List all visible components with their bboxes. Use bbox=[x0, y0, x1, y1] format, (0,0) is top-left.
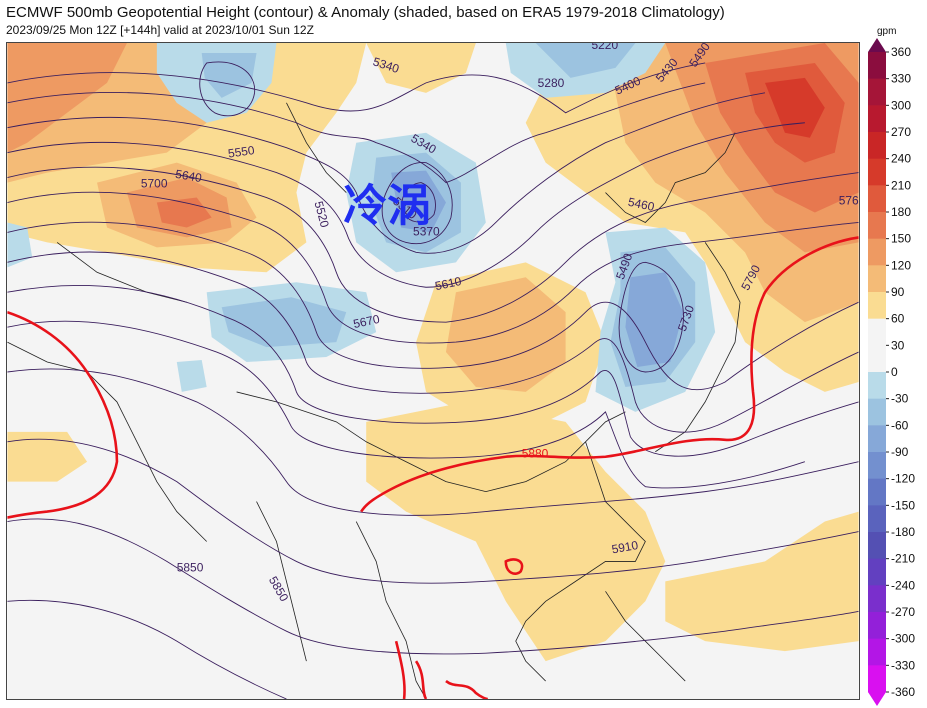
cold-vortex-annotation: 冷涡 bbox=[343, 180, 431, 231]
colorbar-tick-label: 210 bbox=[891, 178, 911, 192]
contour-label: 5280 bbox=[538, 76, 565, 90]
colorbar-tick-label: -240 bbox=[891, 578, 915, 592]
colorbar-segment bbox=[868, 105, 886, 133]
colorbar-tick-label: -300 bbox=[891, 632, 915, 646]
colorbar-tick-label: 180 bbox=[891, 205, 911, 219]
contour-label: 5640 bbox=[174, 167, 203, 185]
colorbar-tick-label: -30 bbox=[891, 392, 909, 406]
colorbar-segment bbox=[868, 452, 886, 480]
colorbar-segment bbox=[868, 345, 886, 373]
colorbar-segment bbox=[868, 185, 886, 213]
colorbar-segment bbox=[868, 478, 886, 506]
weather-map: 5340 5280 5220 5400 5430 5490 5550 5640 … bbox=[6, 42, 860, 700]
colorbar-segment bbox=[868, 398, 886, 426]
colorbar-tick-label: 270 bbox=[891, 125, 911, 139]
colorbar-tick-label: -210 bbox=[891, 552, 915, 566]
contour-label: 5850 bbox=[177, 560, 204, 574]
colorbar-tick-label: 300 bbox=[891, 98, 911, 112]
colorbar-tick-label: 60 bbox=[891, 312, 905, 326]
colorbar-segment bbox=[868, 532, 886, 560]
colorbar-segment bbox=[868, 585, 886, 613]
contour-label-5880: 5880 bbox=[522, 447, 549, 461]
colorbar-segment bbox=[868, 372, 886, 400]
colorbar-tick-label: -60 bbox=[891, 418, 909, 432]
colorbar-extend-max bbox=[868, 38, 886, 52]
map-subtitle: 2023/09/25 Mon 12Z [+144h] valid at 2023… bbox=[6, 23, 314, 37]
colorbar-tick-label: -90 bbox=[891, 445, 909, 459]
colorbar-segment bbox=[868, 318, 886, 346]
colorbar-segment bbox=[868, 425, 886, 453]
colorbar-segment bbox=[868, 265, 886, 293]
colorbar-tick-label: -270 bbox=[891, 605, 915, 619]
colorbar-tick-label: 120 bbox=[891, 258, 911, 272]
colorbar-segment bbox=[868, 665, 886, 693]
colorbar-segment bbox=[868, 612, 886, 640]
contour-5880 bbox=[7, 236, 859, 699]
colorbar-segment bbox=[868, 558, 886, 586]
colorbar-tick-label: -180 bbox=[891, 525, 915, 539]
contour-label: 576 bbox=[839, 194, 859, 208]
colorbar-tick-label: -150 bbox=[891, 498, 915, 512]
contour-label: 5460 bbox=[627, 195, 656, 214]
contour-label: 5220 bbox=[592, 42, 619, 52]
colorbar-tick-label: 0 bbox=[891, 365, 898, 379]
contour-label: 5370 bbox=[413, 224, 440, 238]
contour-label: 5910 bbox=[611, 538, 640, 556]
contour-label: 5670 bbox=[352, 312, 381, 331]
colorbar-segment bbox=[868, 158, 886, 186]
contour-label: 5700 bbox=[141, 177, 168, 191]
colorbar-tick-label: 360 bbox=[891, 45, 911, 59]
anomaly-colorbar: 3603303002702402101801501209060300-30-60… bbox=[868, 38, 915, 706]
colorbar-tick-label: 150 bbox=[891, 232, 911, 246]
contour-label: 5520 bbox=[311, 200, 331, 230]
colorbar-segment bbox=[868, 132, 886, 160]
colorbar-segment bbox=[868, 78, 886, 106]
positive-anomaly-shading bbox=[7, 43, 859, 662]
height-contours bbox=[7, 61, 859, 699]
colorbar-tick-label: -360 bbox=[891, 685, 915, 699]
colorbar-segment bbox=[868, 52, 886, 80]
colorbar-segment bbox=[868, 238, 886, 266]
colorbar-segment bbox=[868, 292, 886, 320]
colorbar-segment bbox=[868, 212, 886, 240]
contour-label: 5550 bbox=[227, 143, 256, 161]
colorbar-tick-label: 30 bbox=[891, 338, 905, 352]
colorbar-tick-label: -120 bbox=[891, 472, 915, 486]
colorbar-unit: gpm bbox=[877, 26, 897, 37]
colorbar-tick-label: -330 bbox=[891, 658, 915, 672]
colorbar-tick-label: 90 bbox=[891, 285, 905, 299]
colorbar-extend-min bbox=[868, 692, 886, 706]
map-title: ECMWF 500mb Geopotential Height (contour… bbox=[6, 4, 725, 21]
colorbar-tick-label: 330 bbox=[891, 72, 911, 86]
contour-label: 5610 bbox=[434, 274, 463, 293]
colorbar-segment bbox=[868, 638, 886, 666]
colorbar-tick-label: 240 bbox=[891, 152, 911, 166]
colorbar-segment bbox=[868, 505, 886, 533]
